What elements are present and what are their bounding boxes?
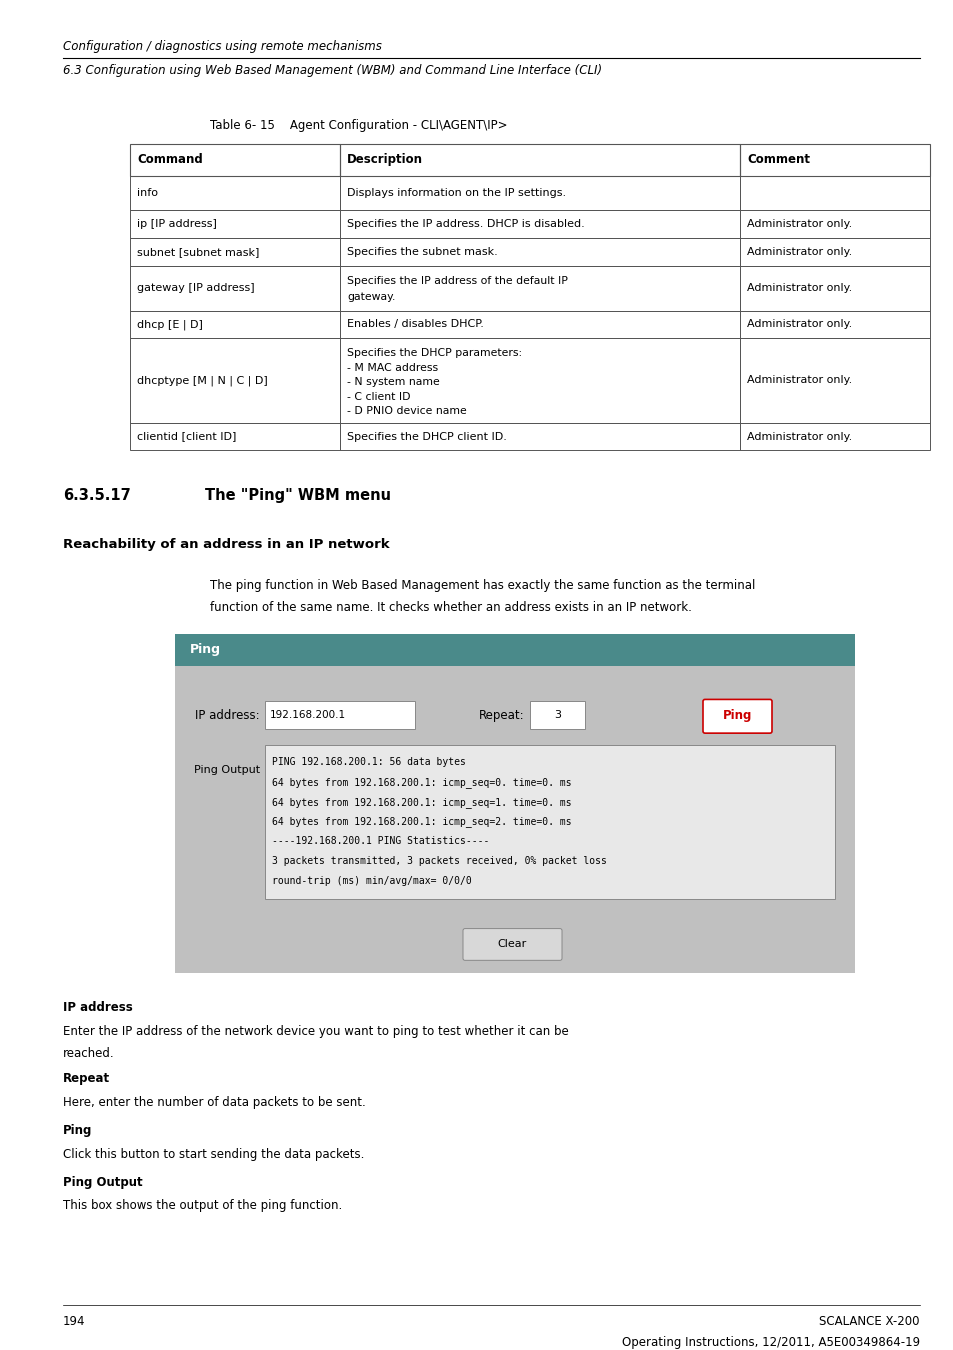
Text: subnet [subnet mask]: subnet [subnet mask] — [137, 247, 259, 256]
Bar — [339, 176, 740, 211]
Text: Ping Output: Ping Output — [193, 765, 260, 775]
Text: The ping function in Web Based Management has exactly the same function as the t: The ping function in Web Based Managemen… — [210, 579, 755, 593]
Text: ip [IP address]: ip [IP address] — [137, 219, 216, 230]
Text: Administrator only.: Administrator only. — [746, 247, 851, 256]
Text: Operating Instructions, 12/2011, A5E00349864-19: Operating Instructions, 12/2011, A5E0034… — [621, 1336, 919, 1350]
Bar — [265, 702, 415, 729]
Text: Configuration / diagnostics using remote mechanisms: Configuration / diagnostics using remote… — [63, 39, 381, 53]
Bar — [339, 339, 740, 423]
Text: gateway.: gateway. — [347, 292, 395, 302]
Bar — [339, 144, 740, 176]
Text: - M MAC address: - M MAC address — [347, 363, 437, 373]
Bar — [130, 176, 339, 211]
Bar — [339, 266, 740, 310]
Bar — [740, 310, 929, 339]
Text: Specifies the subnet mask.: Specifies the subnet mask. — [347, 247, 497, 256]
Bar — [130, 310, 339, 339]
Bar — [740, 144, 929, 176]
Text: Clear: Clear — [497, 940, 527, 949]
Text: Ping: Ping — [722, 709, 751, 722]
Text: 6.3.5.17: 6.3.5.17 — [63, 489, 131, 504]
Text: 64 bytes from 192.168.200.1: icmp_seq=2. time=0. ms: 64 bytes from 192.168.200.1: icmp_seq=2.… — [272, 817, 571, 828]
Text: function of the same name. It checks whether an address exists in an IP network.: function of the same name. It checks whe… — [210, 601, 691, 614]
Bar — [339, 211, 740, 238]
Bar — [174, 634, 854, 666]
Text: IP address:: IP address: — [195, 709, 260, 722]
Text: 64 bytes from 192.168.200.1: icmp_seq=1. time=0. ms: 64 bytes from 192.168.200.1: icmp_seq=1.… — [272, 796, 571, 807]
Text: Administrator only.: Administrator only. — [746, 320, 851, 329]
Text: SCALANCE X-200: SCALANCE X-200 — [819, 1315, 919, 1327]
Text: This box shows the output of the ping function.: This box shows the output of the ping fu… — [63, 1199, 342, 1212]
Bar — [740, 266, 929, 310]
Text: 3: 3 — [554, 710, 561, 721]
Bar — [740, 423, 929, 451]
Text: Specifies the DHCP client ID.: Specifies the DHCP client ID. — [347, 432, 506, 441]
Bar — [740, 176, 929, 211]
Bar — [130, 211, 339, 238]
FancyBboxPatch shape — [462, 929, 561, 960]
Bar — [530, 702, 584, 729]
Text: Administrator only.: Administrator only. — [746, 375, 851, 386]
Text: 194: 194 — [63, 1315, 86, 1327]
Bar — [740, 211, 929, 238]
Text: IP address: IP address — [63, 1000, 132, 1014]
Bar — [339, 238, 740, 266]
Text: Enter the IP address of the network device you want to ping to test whether it c: Enter the IP address of the network devi… — [63, 1025, 568, 1038]
Bar — [339, 310, 740, 339]
Text: Ping Output: Ping Output — [63, 1176, 143, 1188]
Bar — [174, 666, 854, 973]
Text: Description: Description — [347, 154, 422, 166]
Text: Click this button to start sending the data packets.: Click this button to start sending the d… — [63, 1148, 364, 1161]
Text: ----192.168.200.1 PING Statistics----: ----192.168.200.1 PING Statistics---- — [272, 836, 489, 846]
Text: The "Ping" WBM menu: The "Ping" WBM menu — [205, 489, 391, 504]
Text: - N system name: - N system name — [347, 377, 439, 387]
Text: Command: Command — [137, 154, 203, 166]
Text: Specifies the DHCP parameters:: Specifies the DHCP parameters: — [347, 348, 521, 358]
Bar — [130, 144, 339, 176]
Text: Here, enter the number of data packets to be sent.: Here, enter the number of data packets t… — [63, 1096, 365, 1110]
Text: Enables / disables DHCP.: Enables / disables DHCP. — [347, 320, 483, 329]
Bar — [339, 423, 740, 451]
Bar — [130, 339, 339, 423]
Text: dhcptype [M | N | C | D]: dhcptype [M | N | C | D] — [137, 375, 268, 386]
Bar — [740, 339, 929, 423]
Text: PING 192.168.200.1: 56 data bytes: PING 192.168.200.1: 56 data bytes — [272, 757, 465, 767]
Text: reached.: reached. — [63, 1046, 114, 1060]
Text: Specifies the IP address. DHCP is disabled.: Specifies the IP address. DHCP is disabl… — [347, 219, 584, 230]
Bar — [130, 266, 339, 310]
Text: info: info — [137, 188, 158, 198]
Bar — [740, 238, 929, 266]
Text: Administrator only.: Administrator only. — [746, 284, 851, 293]
Text: Administrator only.: Administrator only. — [746, 432, 851, 441]
Text: Comment: Comment — [746, 154, 809, 166]
Bar — [130, 423, 339, 451]
Text: Administrator only.: Administrator only. — [746, 219, 851, 230]
Text: Table 6- 15    Agent Configuration - CLI\AGENT\IP>: Table 6- 15 Agent Configuration - CLI\AG… — [210, 119, 507, 132]
Text: dhcp [E | D]: dhcp [E | D] — [137, 319, 203, 329]
Text: Repeat: Repeat — [63, 1072, 110, 1085]
Text: Specifies the IP address of the default IP: Specifies the IP address of the default … — [347, 275, 567, 286]
Text: Ping: Ping — [63, 1125, 92, 1137]
Text: 6.3 Configuration using Web Based Management (WBM) and Command Line Interface (C: 6.3 Configuration using Web Based Manage… — [63, 65, 601, 77]
FancyBboxPatch shape — [702, 699, 771, 733]
Text: Ping: Ping — [190, 644, 221, 656]
Text: Repeat:: Repeat: — [478, 709, 524, 722]
Text: Displays information on the IP settings.: Displays information on the IP settings. — [347, 188, 565, 198]
Text: clientid [client ID]: clientid [client ID] — [137, 432, 236, 441]
Bar — [130, 238, 339, 266]
Text: - D PNIO device name: - D PNIO device name — [347, 406, 466, 416]
Text: 192.168.200.1: 192.168.200.1 — [270, 710, 346, 721]
Text: gateway [IP address]: gateway [IP address] — [137, 284, 254, 293]
Text: round-trip (ms) min/avg/max= 0/0/0: round-trip (ms) min/avg/max= 0/0/0 — [272, 876, 471, 886]
Text: Reachability of an address in an IP network: Reachability of an address in an IP netw… — [63, 537, 389, 551]
Bar — [265, 745, 834, 899]
Text: 3 packets transmitted, 3 packets received, 0% packet loss: 3 packets transmitted, 3 packets receive… — [272, 856, 606, 867]
Text: 64 bytes from 192.168.200.1: icmp_seq=0. time=0. ms: 64 bytes from 192.168.200.1: icmp_seq=0.… — [272, 776, 571, 787]
Text: - C client ID: - C client ID — [347, 392, 410, 402]
